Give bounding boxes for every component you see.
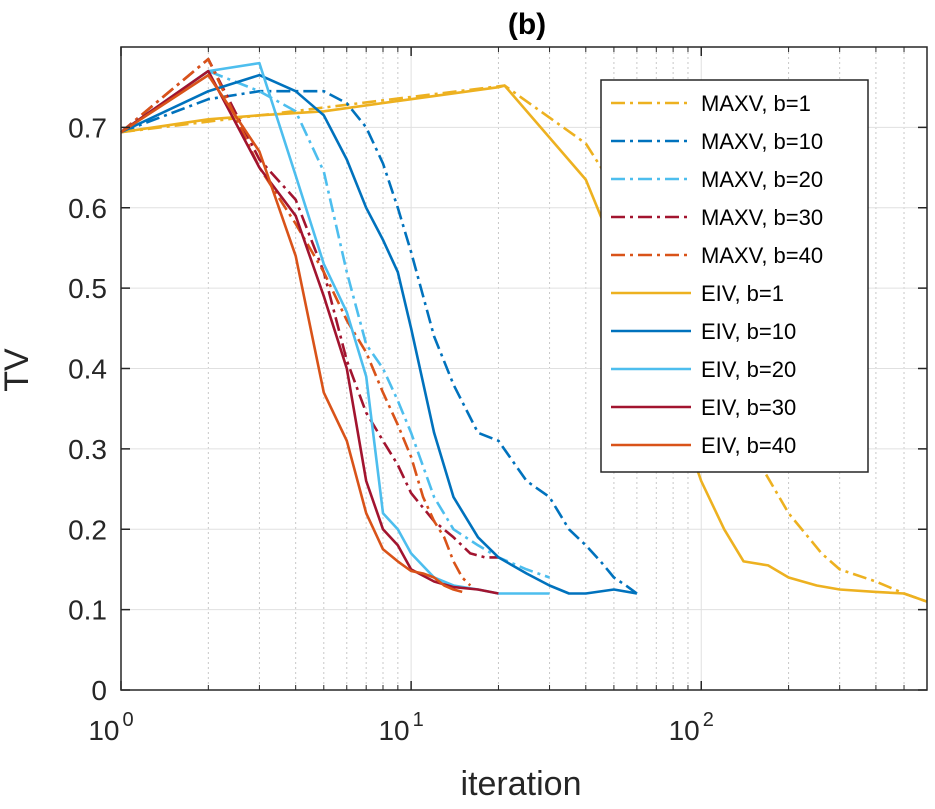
series-line-maxv-b-1 [120,84,928,603]
legend-label: EIV, b=1 [701,281,784,306]
legend-label: MAXV, b=40 [701,243,823,268]
series-line-eiv-b-30 [120,69,499,595]
legend-label: EIV, b=10 [701,319,796,344]
legend-label: EIV, b=20 [701,357,796,382]
y-tick-label: 0.1 [68,595,107,626]
legend-label: MAXV, b=20 [701,167,823,192]
y-tick-label: 0.3 [68,434,107,465]
x-axis-label: iteration [461,765,582,803]
x-tick-label: 10 1 [378,709,423,746]
x-tick-label: 10 2 [669,709,714,746]
series-line-eiv-b-10 [120,73,638,595]
axis-ticks [120,47,928,691]
y-tick-label: 0.5 [68,273,107,304]
legend-label: EIV, b=30 [701,395,796,420]
chart-title: (b) [508,8,546,41]
legend-label: MAXV, b=30 [701,205,823,230]
x-tick-label: 10 0 [88,709,133,746]
series-line-maxv-b-20 [120,69,550,579]
y-tick-label: 0.2 [68,514,107,545]
x-axis-tick-labels: 10 0 10 1 10 2 [88,709,714,746]
series-line-maxv-b-30 [120,57,499,559]
y-tick-label: 0.6 [68,193,107,224]
y-axis-label: TV [0,348,36,392]
legend: MAXV, b=1 MAXV, b=10 MAXV, b=20 MAXV, b=30 M… [600,79,869,473]
legend-label: MAXV, b=1 [701,91,811,116]
y-tick-label: 0 [91,675,107,706]
y-tick-label: 0.4 [68,354,107,385]
y-axis-tick-labels: 0 0.1 0.2 0.3 0.4 0.5 0.6 0.7 [68,112,107,706]
legend-label: MAXV, b=10 [701,129,823,154]
series-line-eiv-b-40 [120,73,463,594]
series-line-maxv-b-40 [120,57,472,587]
legend-label: EIV, b=40 [701,433,796,458]
series-lines [120,57,928,603]
series-line-maxv-b-10 [120,89,638,595]
y-tick-label: 0.7 [68,112,107,143]
